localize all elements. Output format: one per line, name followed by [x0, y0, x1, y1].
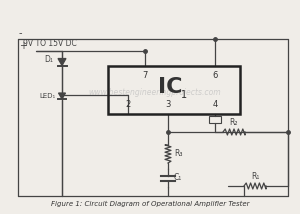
Text: 1: 1 [181, 90, 187, 100]
Text: 3: 3 [165, 100, 171, 109]
Polygon shape [58, 58, 66, 65]
Bar [108, 66, 240, 114]
Text: LED₁: LED₁ [39, 93, 55, 99]
Text: 9V TO 15V DC: 9V TO 15V DC [23, 39, 77, 48]
Text: C₁: C₁ [174, 174, 182, 183]
Polygon shape [58, 93, 65, 99]
Text: R₁: R₁ [251, 172, 259, 181]
Bar [209, 116, 221, 123]
Text: +: + [19, 41, 27, 51]
Text: 7: 7 [142, 71, 148, 80]
Text: 4: 4 [212, 100, 217, 109]
Text: Figure 1: Circuit Diagram of Operational Amplifier Tester: Figure 1: Circuit Diagram of Operational… [51, 201, 249, 207]
Text: R₃: R₃ [174, 150, 182, 159]
Text: IC: IC [158, 77, 182, 97]
Text: 2: 2 [125, 100, 130, 109]
Text: D₁: D₁ [45, 55, 53, 64]
Text: -: - [19, 28, 22, 38]
Text: R₂: R₂ [230, 118, 238, 127]
Text: www.bestengineeringprojects.com: www.bestengineeringprojects.com [89, 88, 221, 97]
Text: 6: 6 [212, 71, 218, 80]
